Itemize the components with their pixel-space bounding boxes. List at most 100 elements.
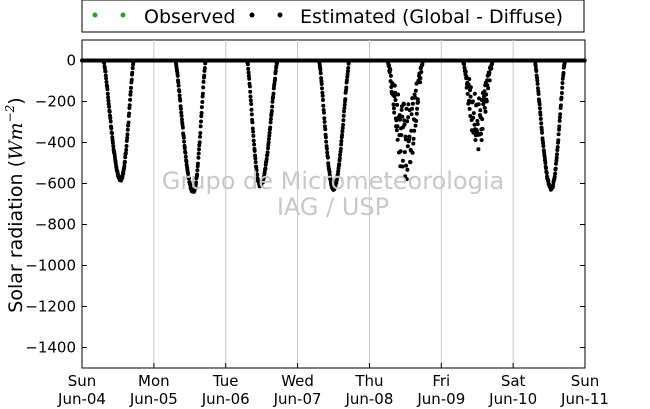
- y-axis-label-text: Solar radiation (: [5, 160, 27, 313]
- data-point-661: [126, 120, 131, 125]
- data-point-1245: [558, 112, 563, 117]
- data-point-1003: [399, 133, 404, 137]
- data-point-1132: [480, 117, 485, 122]
- data-point-1181: [537, 102, 542, 107]
- data-point-748: [196, 161, 200, 166]
- data-point-658: [125, 132, 130, 137]
- data-point-1096: [468, 94, 473, 99]
- data-point-586: [102, 60, 107, 65]
- data-point-590: [103, 69, 108, 74]
- data-point-745: [195, 172, 200, 177]
- data-point-1247: [558, 103, 563, 108]
- data-point-786: [249, 112, 254, 117]
- data-point-1020: [404, 177, 409, 182]
- data-point-659: [125, 127, 130, 132]
- data-point-838: [266, 140, 271, 145]
- data-point-1055: [416, 100, 421, 105]
- data-point-1076: [462, 62, 467, 67]
- data-point-899: [327, 173, 332, 178]
- data-point-1038: [410, 150, 415, 155]
- x-tick-date-7: Jun-11: [560, 390, 609, 408]
- data-point-598: [106, 95, 111, 100]
- data-point-761: [200, 100, 205, 104]
- data-point-1071: [421, 58, 426, 63]
- data-point-891: [325, 150, 330, 155]
- data-point-925: [336, 169, 341, 174]
- data-point-1043: [412, 128, 417, 133]
- data-point-665: [127, 103, 132, 108]
- y-tick-label-7: −1400: [25, 339, 76, 357]
- data-point-712: [184, 159, 189, 164]
- data-point-608: [109, 126, 114, 131]
- data-point-603: [107, 109, 112, 114]
- data-point-782: [248, 94, 253, 99]
- data-point-1252: [560, 81, 565, 85]
- data-point-797: [253, 156, 258, 161]
- data-point-753: [197, 140, 202, 145]
- data-point-1175: [535, 81, 540, 86]
- data-point-1120: [476, 147, 481, 152]
- data-point-677: [131, 58, 136, 63]
- data-point-660: [126, 123, 131, 128]
- y-tick-label-5: −1000: [25, 257, 76, 275]
- data-point-1021: [405, 119, 410, 124]
- data-point-828: [263, 166, 268, 171]
- data-point-755: [198, 131, 203, 135]
- data-point-1081: [463, 69, 468, 74]
- data-point-1004: [399, 107, 404, 112]
- data-point-1065: [419, 70, 424, 74]
- data-point-959: [347, 58, 352, 63]
- data-point-1077: [462, 65, 467, 70]
- data-point-685: [175, 73, 180, 78]
- data-point-717: [186, 171, 190, 176]
- data-point-876: [320, 90, 325, 95]
- data-point-669: [129, 85, 133, 90]
- data-point-1109: [472, 91, 477, 96]
- data-point-1259: [562, 60, 567, 65]
- data-point-980: [391, 106, 396, 111]
- data-point-893: [325, 155, 330, 160]
- data-point-852: [271, 94, 276, 99]
- data-point-1128: [479, 131, 483, 136]
- data-point-824: [262, 175, 267, 179]
- data-point-790: [251, 129, 256, 134]
- data-point-955: [345, 69, 350, 74]
- data-point-1139: [482, 89, 487, 94]
- data-point-1208: [546, 178, 551, 183]
- data-point-667: [128, 92, 133, 97]
- data-point-983: [392, 83, 397, 88]
- watermark-line-2: IAG / USP: [277, 193, 389, 221]
- legend-observed-marker-1: [92, 12, 98, 18]
- data-point-1144: [484, 92, 489, 97]
- legend-estimated-label: Estimated (Global - Diffuse): [300, 6, 563, 28]
- data-point-992: [395, 137, 400, 142]
- data-point-1142: [483, 109, 488, 114]
- data-point-1241: [557, 127, 561, 132]
- x-tick-day-1: Mon: [138, 372, 170, 390]
- data-point-984: [393, 90, 398, 95]
- data-point-853: [271, 91, 276, 96]
- data-point-871: [318, 71, 323, 76]
- x-tick-date-0: Jun-04: [57, 390, 106, 408]
- data-point-832: [264, 156, 269, 161]
- data-point-937: [340, 133, 345, 137]
- data-point-750: [196, 151, 201, 156]
- data-point-1061: [418, 80, 423, 85]
- data-point-870: [318, 67, 323, 72]
- data-point-881: [322, 110, 326, 115]
- data-point-758: [199, 114, 204, 119]
- x-tick-day-2: Tue: [212, 372, 239, 390]
- data-point-1189: [540, 130, 545, 135]
- data-point-887: [323, 135, 328, 140]
- data-point-781: [248, 89, 253, 94]
- y-tick-label-2: −400: [35, 134, 76, 152]
- data-point-803: [255, 172, 260, 177]
- x-tick-day-6: Sat: [501, 372, 526, 390]
- data-point-1201: [544, 166, 548, 171]
- data-point-1121: [476, 102, 481, 107]
- data-point-1083: [464, 74, 469, 79]
- data-point-653: [123, 151, 128, 155]
- points-layer: [80, 58, 587, 194]
- data-point-1150: [486, 86, 491, 91]
- data-point-606: [108, 119, 113, 124]
